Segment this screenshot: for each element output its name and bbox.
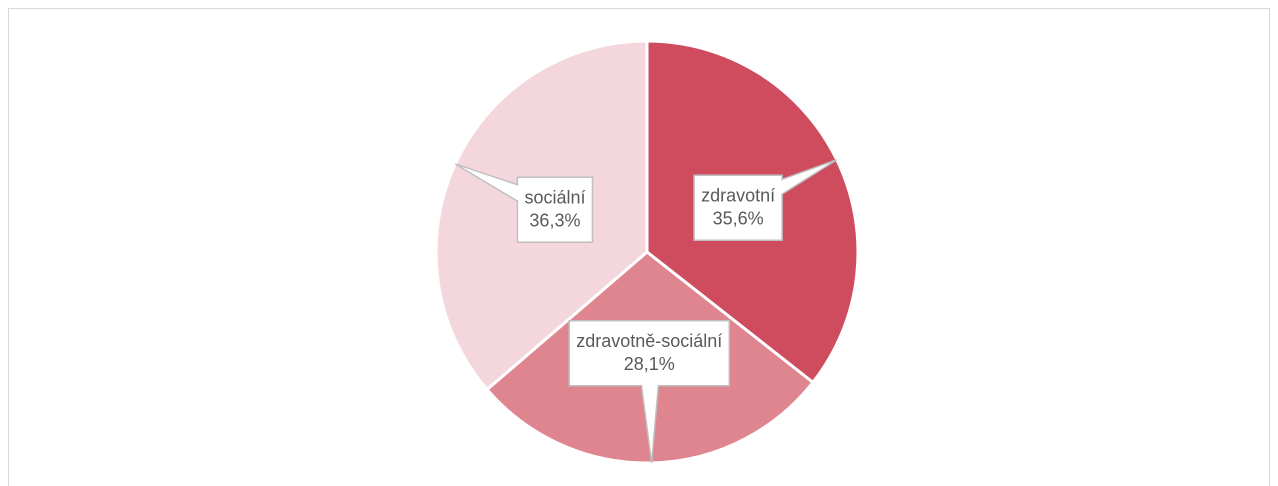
label-box-fill	[570, 321, 729, 385]
data-label: zdravotně-sociální 28,1%	[568, 320, 731, 464]
data-label: zdravotní 35,6%	[693, 159, 838, 241]
label-box-fill	[695, 176, 782, 240]
label-category: zdravotně-sociální	[576, 331, 722, 351]
label-value: 28,1%	[624, 354, 675, 374]
label-box-fill	[518, 178, 592, 242]
data-label: sociální 36,3%	[454, 163, 594, 243]
label-value: 35,6%	[713, 208, 764, 228]
label-value: 36,3%	[529, 210, 580, 230]
label-category: zdravotní	[701, 185, 775, 205]
label-category: sociální	[524, 187, 585, 207]
